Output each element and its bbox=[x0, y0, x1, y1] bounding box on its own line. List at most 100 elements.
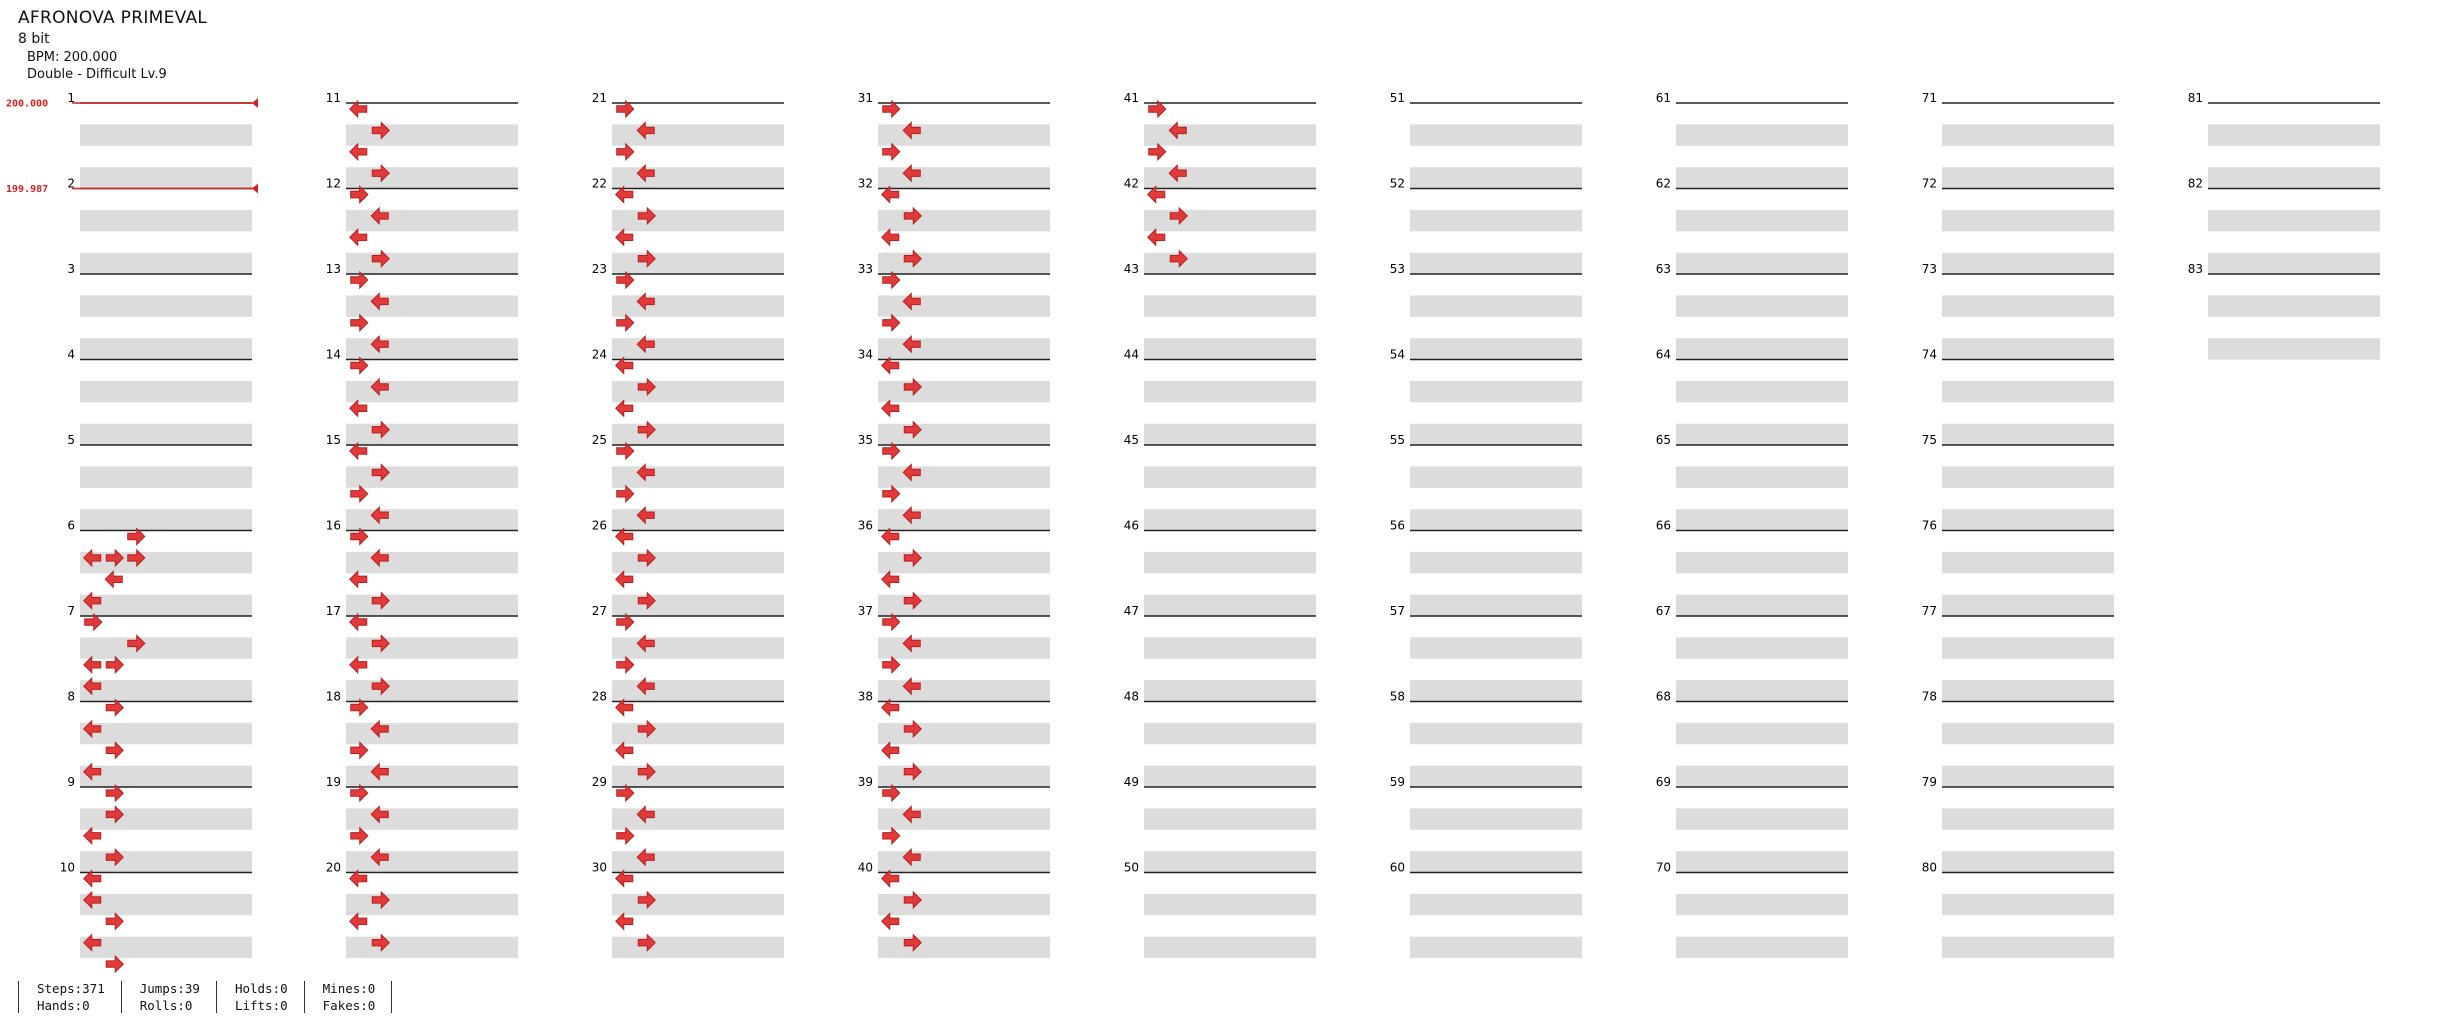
step-arrow bbox=[903, 933, 922, 952]
beat-band bbox=[346, 509, 518, 531]
step-arrow bbox=[615, 228, 634, 247]
measure-number: 54 bbox=[1390, 348, 1405, 362]
step-arrow bbox=[105, 741, 124, 760]
step-arrow bbox=[636, 847, 655, 867]
measure-number: 1 bbox=[67, 91, 75, 105]
beat-band bbox=[346, 380, 518, 403]
beat-band bbox=[1410, 765, 1582, 788]
beat-band bbox=[1410, 167, 1582, 189]
beat-band bbox=[80, 594, 252, 617]
measure-77: 77 bbox=[1922, 604, 2114, 702]
step-arrow bbox=[371, 249, 390, 268]
measure-number: 38 bbox=[858, 690, 873, 704]
measure-number: 70 bbox=[1656, 861, 1671, 875]
measure-number: 9 bbox=[67, 775, 75, 789]
step-arrow bbox=[636, 292, 655, 311]
measure-number: 17 bbox=[326, 604, 341, 618]
measure-number: 3 bbox=[67, 262, 75, 276]
step-arrow bbox=[371, 163, 390, 183]
measure-number: 29 bbox=[592, 775, 607, 789]
step-arrow bbox=[371, 933, 390, 952]
beat-band bbox=[878, 338, 1050, 360]
step-arrow bbox=[1169, 206, 1188, 226]
measure-66: 66 bbox=[1656, 519, 1848, 617]
measure-number: 49 bbox=[1124, 775, 1139, 789]
step-arrow bbox=[371, 634, 390, 653]
stats-footer: Steps:371 Hands:0 Jumps:39 Rolls:0 Holds… bbox=[18, 981, 393, 1013]
step-arrow bbox=[881, 869, 900, 888]
step-arrow bbox=[636, 634, 655, 653]
measure-number: 30 bbox=[592, 861, 607, 875]
beat-band bbox=[80, 295, 252, 317]
measure-number: 2 bbox=[67, 177, 75, 191]
step-arrow bbox=[127, 634, 146, 653]
beat-band bbox=[612, 509, 784, 531]
step-arrow bbox=[350, 741, 369, 760]
bpm-marker: 199.987 bbox=[6, 183, 258, 195]
step-arrow bbox=[902, 676, 921, 696]
step-arrow bbox=[637, 890, 656, 910]
step-arrow bbox=[882, 441, 901, 461]
beat-band bbox=[612, 338, 784, 360]
beat-band bbox=[1144, 295, 1316, 317]
step-arrow bbox=[615, 570, 634, 589]
measure-82: 82 bbox=[2188, 177, 2380, 275]
stat-mines: Mines:0 bbox=[322, 981, 376, 996]
measure-8: 8 bbox=[67, 690, 252, 788]
measure-number: 65 bbox=[1656, 433, 1671, 447]
beat-band bbox=[1144, 594, 1316, 617]
measure-62: 62 bbox=[1656, 177, 1848, 275]
beat-band bbox=[1942, 680, 2114, 702]
beat-band bbox=[1410, 423, 1582, 446]
beat-band bbox=[1676, 509, 1848, 531]
step-arrow bbox=[127, 548, 146, 568]
measure-number: 6 bbox=[67, 519, 75, 533]
measure-number: 66 bbox=[1656, 519, 1671, 533]
measure-13: 13 bbox=[326, 262, 518, 360]
measure-number: 32 bbox=[858, 177, 873, 191]
measure-3: 3 bbox=[67, 262, 252, 360]
beat-band bbox=[346, 338, 518, 360]
beat-band bbox=[346, 765, 518, 788]
measure-79: 79 bbox=[1922, 775, 2114, 873]
beat-band bbox=[1144, 338, 1316, 360]
measure-35: 35 bbox=[858, 433, 1050, 531]
step-arrow bbox=[1148, 142, 1167, 162]
measure-47: 47 bbox=[1124, 604, 1316, 702]
measure-number: 34 bbox=[858, 348, 873, 362]
measure-number: 51 bbox=[1390, 91, 1405, 105]
measure-60: 60 bbox=[1390, 861, 1582, 959]
beat-band bbox=[80, 680, 252, 702]
measure-69: 69 bbox=[1656, 775, 1848, 873]
measure-54: 54 bbox=[1390, 348, 1582, 446]
beat-band bbox=[1942, 893, 2114, 916]
beat-band bbox=[1942, 423, 2114, 446]
beat-band bbox=[1410, 209, 1582, 232]
measure-75: 75 bbox=[1922, 433, 2114, 531]
measure-number: 41 bbox=[1124, 91, 1139, 105]
song-subtitle: 8 bit bbox=[18, 31, 50, 47]
beat-band bbox=[878, 680, 1050, 702]
step-arrow bbox=[349, 912, 368, 931]
beat-band bbox=[2208, 124, 2380, 146]
beat-band bbox=[346, 551, 518, 574]
measure-39: 39 bbox=[858, 775, 1050, 873]
step-arrow bbox=[903, 548, 922, 568]
beat-band bbox=[1144, 637, 1316, 659]
beat-band bbox=[80, 124, 252, 146]
step-arrow bbox=[616, 826, 635, 846]
beat-band bbox=[1144, 936, 1316, 959]
measure-83: 83 bbox=[2188, 262, 2380, 360]
beat-band bbox=[1942, 594, 2114, 617]
step-arrow bbox=[83, 676, 102, 696]
measure-26: 26 bbox=[592, 519, 784, 617]
measure-number: 62 bbox=[1656, 177, 1671, 191]
beat-band bbox=[1144, 466, 1316, 488]
step-arrow bbox=[84, 612, 103, 632]
measure-41: 41 bbox=[1124, 91, 1316, 189]
step-arrow bbox=[636, 505, 655, 525]
beat-band bbox=[1410, 124, 1582, 146]
beat-band bbox=[2208, 295, 2380, 317]
step-arrow bbox=[370, 206, 389, 226]
bpm-marker: 200.000 bbox=[6, 98, 258, 110]
